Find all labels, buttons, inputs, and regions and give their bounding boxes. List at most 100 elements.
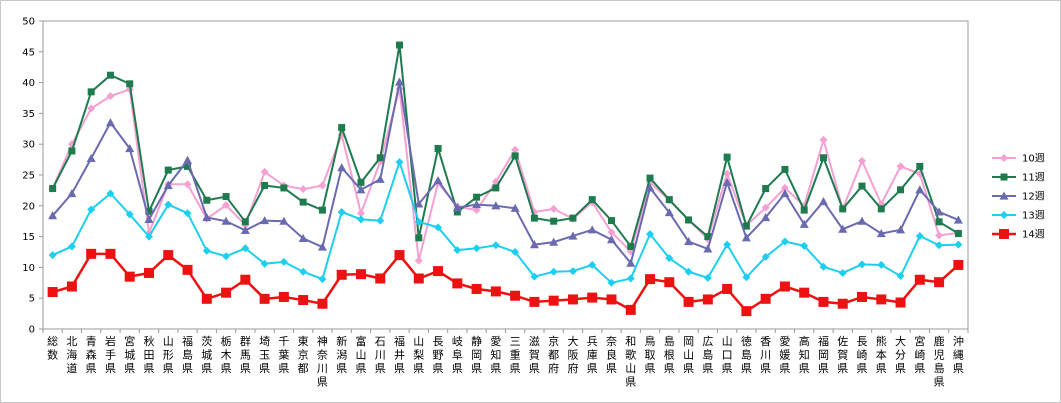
data-point [703,273,712,282]
series [48,77,963,267]
data-point [67,188,77,198]
data-point [433,176,443,185]
data-point [915,185,925,194]
data-point [588,260,597,269]
data-point [800,241,809,250]
data-point [414,256,423,265]
data-point [665,196,673,204]
data-point [935,218,943,226]
data-point [124,271,135,282]
data-point [49,185,57,193]
data-point [299,198,307,206]
data-point [280,184,288,192]
data-point [569,214,577,222]
y-tick-label: 0 [29,325,35,336]
data-point [491,201,501,210]
data-point [336,269,347,280]
data-point [954,230,962,238]
category-label: 福井県 [394,334,405,375]
data-point [145,207,153,215]
data-point [1000,211,1008,219]
y-tick-label: 45 [22,47,35,58]
data-point [452,278,463,289]
data-point [87,205,96,214]
data-point [722,283,733,294]
data-point [953,259,964,270]
data-point [741,306,752,317]
series [48,158,963,287]
data-point [510,203,520,212]
category-label: 奈良県 [606,334,617,375]
category-label: 愛媛県 [779,335,790,375]
y-tick-label: 10 [22,263,35,274]
data-point [646,174,654,182]
data-point [896,162,905,171]
data-point [799,219,809,228]
data-point [125,144,135,153]
category-label: 三重県 [510,335,521,375]
data-point [434,145,442,153]
data-point [395,77,405,86]
data-point [858,156,867,165]
data-point [261,181,269,189]
series-line [52,158,959,284]
category-label: 宮城県 [124,334,135,375]
category-label: 和歌山県 [625,335,636,389]
data-point [317,298,328,309]
y-tick-label: 5 [29,294,35,305]
data-point [318,181,327,190]
data-point [221,216,231,225]
data-point [259,293,270,304]
category-label: 長野県 [433,335,444,375]
y-tick-label: 15 [22,232,35,243]
data-point [434,223,443,232]
data-point [279,257,288,266]
data-point [414,199,424,208]
data-point [221,287,232,298]
series-line [51,44,959,249]
data-point [665,254,674,263]
category-label: 滋賀県 [529,335,540,375]
category-label: 京都府 [548,334,559,375]
data-point [800,206,808,214]
category-label: 北海道 [66,335,77,375]
data-point [125,210,134,219]
data-point [741,233,751,242]
category-label: 熊本県 [876,334,887,375]
data-point [278,291,289,302]
data-point [761,252,770,261]
data-point [858,260,867,269]
data-point [876,294,887,305]
category-label: 沖縄県 [953,335,964,375]
category-label: 大分県 [895,334,906,375]
y-tick-label: 50 [22,17,35,28]
data-point [203,196,211,204]
category-label: 千葉県 [278,335,289,375]
data-point [491,241,500,250]
data-point [606,294,617,305]
category-label: 秋田県 [143,334,154,375]
data-point [781,165,789,173]
data-point [105,248,116,259]
data-point [818,196,828,206]
category-labels: 総数北海道青森県岩手県宮城県秋田県山形県福島県茨城県栃木県群馬県埼玉県千葉県東京… [47,334,964,389]
data-point [241,218,249,226]
data-point [415,234,423,242]
data-point [318,206,326,214]
data-point [819,262,828,271]
data-point [607,278,616,287]
data-point [453,246,462,255]
data-point [163,180,173,190]
data-point [183,180,192,189]
legend-label: 14週 [1022,229,1045,241]
data-point [876,229,886,238]
data-point [298,233,308,243]
category-label: 神奈川県 [317,334,328,389]
data-point [143,267,154,278]
data-point [530,272,539,281]
legend-label: 10週 [1022,153,1045,165]
legend-label: 12週 [1022,191,1045,203]
data-point [838,268,847,277]
data-point [760,293,771,304]
